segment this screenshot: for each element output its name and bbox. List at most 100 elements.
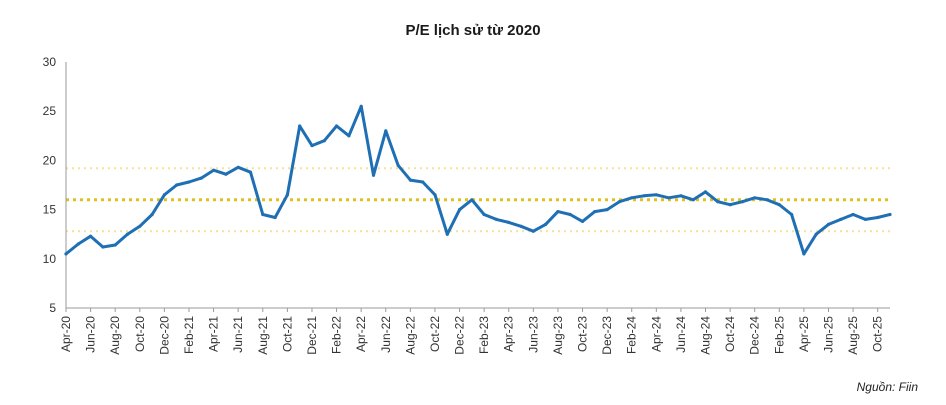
data-point xyxy=(691,198,695,202)
x-axis-ticks: Apr-20 Jun-20 Aug-20 Oct-20 Dec-20 Feb-21 Apr-… xyxy=(59,308,885,355)
x-tick-label: Feb-21 xyxy=(182,316,196,354)
data-point xyxy=(285,193,289,197)
data-point xyxy=(556,210,560,214)
chart-title: P/E lịch sử từ 2020 xyxy=(405,22,541,39)
data-point xyxy=(187,180,191,184)
data-point xyxy=(851,212,855,217)
x-tick-label: Jun-21 xyxy=(231,316,245,353)
x-tick-label: Feb-24 xyxy=(625,316,639,354)
data-point xyxy=(138,224,142,228)
data-point xyxy=(544,222,548,226)
data-point xyxy=(679,194,683,198)
x-tick-label: Apr-22 xyxy=(354,316,368,352)
data-point xyxy=(826,222,831,226)
data-point xyxy=(175,183,179,187)
data-point xyxy=(89,234,93,238)
data-point xyxy=(261,212,265,217)
x-tick-label: Jun-24 xyxy=(674,316,688,353)
x-tick-label: Dec-24 xyxy=(748,316,762,355)
data-point xyxy=(76,242,80,246)
data-point xyxy=(593,210,597,214)
data-point xyxy=(802,252,806,256)
data-point xyxy=(531,229,535,233)
x-tick-label: Aug-25 xyxy=(846,316,860,355)
data-point xyxy=(494,217,498,221)
x-tick-label: Apr-25 xyxy=(797,316,811,352)
data-point xyxy=(458,208,462,212)
data-point xyxy=(740,200,745,204)
data-point xyxy=(113,243,117,247)
x-tick-label: Oct-21 xyxy=(280,316,294,352)
data-point xyxy=(384,129,388,133)
x-tick-label: Aug-22 xyxy=(403,316,417,355)
data-point xyxy=(482,212,486,217)
data-point xyxy=(445,232,449,236)
data-point xyxy=(101,245,105,249)
data-point xyxy=(703,190,708,194)
x-tick-label: Oct-20 xyxy=(133,316,147,352)
x-tick-label: Dec-20 xyxy=(157,316,171,355)
x-tick-label: Feb-22 xyxy=(330,316,344,354)
x-tick-label: Oct-25 xyxy=(871,316,885,352)
x-tick-label: Jun-22 xyxy=(379,316,393,353)
data-point xyxy=(162,193,166,197)
y-tick-label: 15 xyxy=(43,203,57,217)
x-tick-label: Apr-21 xyxy=(207,316,221,352)
x-tick-label: Dec-22 xyxy=(453,316,467,355)
data-point xyxy=(347,134,351,138)
data-point xyxy=(765,198,769,202)
data-point xyxy=(507,220,511,224)
data-point xyxy=(273,215,277,220)
x-tick-label: Feb-23 xyxy=(477,316,491,354)
data-point xyxy=(617,200,622,204)
data-point xyxy=(790,212,794,217)
data-point xyxy=(236,165,240,169)
data-point xyxy=(408,178,412,182)
data-point xyxy=(728,203,732,207)
x-tick-label: Aug-23 xyxy=(551,316,565,355)
data-point xyxy=(310,144,314,148)
y-tick-label: 25 xyxy=(43,104,57,118)
data-point xyxy=(212,168,216,172)
data-point xyxy=(298,124,302,128)
x-tick-label: Aug-20 xyxy=(108,316,122,355)
data-point xyxy=(753,196,757,200)
data-point xyxy=(421,180,425,184)
x-tick-label: Aug-21 xyxy=(256,316,270,355)
data-point xyxy=(396,163,400,167)
data-point xyxy=(150,212,154,217)
x-tick-label: Oct-23 xyxy=(576,316,590,352)
x-tick-label: Jun-20 xyxy=(84,316,98,353)
series-group xyxy=(64,104,892,256)
data-point xyxy=(605,208,609,212)
data-point xyxy=(125,232,130,236)
y-axis-ticks: 5 10 15 20 25 30 xyxy=(43,55,57,315)
x-tick-label: Feb-25 xyxy=(772,316,786,354)
x-tick-label: Dec-23 xyxy=(600,316,614,355)
data-point xyxy=(371,173,376,177)
x-tick-label: Aug-24 xyxy=(699,316,713,355)
data-point xyxy=(839,217,843,221)
y-tick-label: 10 xyxy=(43,252,57,266)
axes xyxy=(65,62,890,309)
data-point xyxy=(814,232,818,236)
y-tick-label: 30 xyxy=(43,55,57,69)
data-point xyxy=(519,224,523,228)
data-point xyxy=(224,172,228,176)
data-point xyxy=(716,200,720,204)
data-point xyxy=(580,219,585,223)
data-point xyxy=(777,203,781,207)
source-note: Nguồn: Fiin xyxy=(856,380,918,394)
x-tick-label: Apr-24 xyxy=(649,316,663,352)
data-point xyxy=(630,196,634,200)
data-point xyxy=(667,196,671,200)
data-point xyxy=(199,176,203,180)
data-point xyxy=(470,198,474,202)
data-point xyxy=(64,252,68,256)
x-tick-label: Oct-24 xyxy=(723,316,737,352)
x-tick-label: Jun-23 xyxy=(526,316,540,353)
x-tick-label: Oct-22 xyxy=(428,316,442,352)
data-point xyxy=(876,215,880,220)
data-point xyxy=(642,194,646,198)
